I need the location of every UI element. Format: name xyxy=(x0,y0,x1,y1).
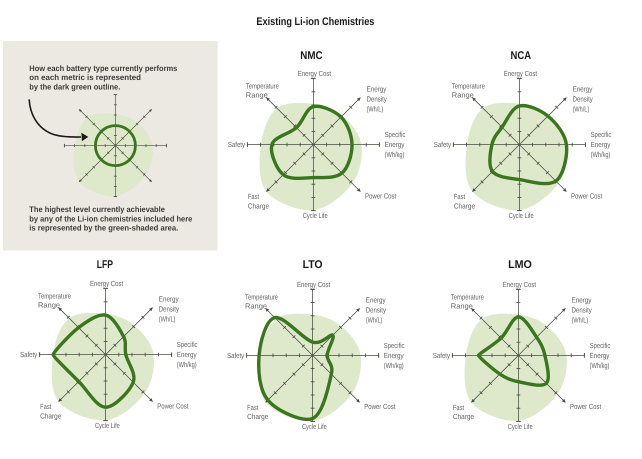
svg-text:Safety: Safety xyxy=(434,140,451,149)
svg-text:(Wh/L): (Wh/L) xyxy=(573,105,590,114)
svg-text:Density: Density xyxy=(572,305,592,314)
svg-text:by the dark green outline.: by the dark green outline. xyxy=(29,82,120,91)
svg-text:Temperature: Temperature xyxy=(451,292,484,301)
svg-text:Energy: Energy xyxy=(590,351,610,360)
svg-text:Density: Density xyxy=(367,95,387,104)
svg-text:is represented by the green-sh: is represented by the green-shaded area. xyxy=(29,224,178,233)
svg-text:Energy Cost: Energy Cost xyxy=(298,69,331,78)
svg-text:NCA: NCA xyxy=(511,50,532,62)
svg-text:Energy Cost: Energy Cost xyxy=(90,279,123,288)
svg-text:Energy: Energy xyxy=(367,85,387,94)
svg-text:Safety: Safety xyxy=(20,350,37,359)
svg-text:Power Cost: Power Cost xyxy=(570,402,601,411)
svg-text:Charge: Charge xyxy=(40,411,61,420)
svg-text:Charge: Charge xyxy=(454,201,475,210)
svg-text:Range: Range xyxy=(452,91,474,100)
svg-text:Safety: Safety xyxy=(228,140,245,149)
svg-text:Energy Cost: Energy Cost xyxy=(297,280,330,289)
svg-text:Safety: Safety xyxy=(227,351,244,360)
svg-text:LMO: LMO xyxy=(508,259,532,271)
svg-text:Charge: Charge xyxy=(453,412,474,421)
svg-text:Charge: Charge xyxy=(247,412,268,421)
svg-text:Power Cost: Power Cost xyxy=(365,191,396,200)
svg-text:Energy: Energy xyxy=(573,85,593,94)
svg-text:LFP: LFP xyxy=(97,259,114,271)
svg-text:Power Cost: Power Cost xyxy=(571,191,602,200)
svg-text:Density: Density xyxy=(573,95,593,104)
svg-text:on each metric is represented: on each metric is represented xyxy=(29,73,141,82)
svg-text:Safety: Safety xyxy=(433,351,450,360)
svg-text:Cycle Life: Cycle Life xyxy=(302,422,327,431)
svg-text:Cycle Life: Cycle Life xyxy=(95,421,120,430)
svg-text:LTO: LTO xyxy=(303,259,323,271)
svg-text:Range: Range xyxy=(245,301,267,310)
svg-text:Charge: Charge xyxy=(248,201,269,210)
svg-text:by any of the Li-ion chemistri: by any of the Li-ion chemistries include… xyxy=(29,214,193,223)
svg-text:Range: Range xyxy=(451,301,473,310)
svg-text:(Wh/L): (Wh/L) xyxy=(366,315,383,324)
svg-text:(Wh/kg): (Wh/kg) xyxy=(384,361,404,370)
svg-text:Power Cost: Power Cost xyxy=(364,402,395,411)
svg-text:(Wh/kg): (Wh/kg) xyxy=(591,150,611,159)
svg-text:Cycle Life: Cycle Life xyxy=(508,422,533,431)
svg-text:Energy: Energy xyxy=(572,295,592,304)
svg-text:Range: Range xyxy=(38,301,60,310)
svg-text:(Wh/kg): (Wh/kg) xyxy=(177,360,197,369)
svg-text:(Wh/L): (Wh/L) xyxy=(572,315,589,324)
svg-text:(Wh/kg): (Wh/kg) xyxy=(590,361,610,370)
svg-text:Energy: Energy xyxy=(384,351,404,360)
svg-text:Temperature: Temperature xyxy=(246,82,279,91)
svg-text:Specific: Specific xyxy=(591,130,612,139)
svg-text:Specific: Specific xyxy=(384,341,405,350)
svg-text:Specific: Specific xyxy=(177,340,198,349)
svg-text:Specific: Specific xyxy=(385,130,406,139)
svg-text:Fast: Fast xyxy=(454,192,465,201)
svg-text:Energy: Energy xyxy=(366,295,386,304)
svg-text:Energy Cost: Energy Cost xyxy=(503,280,536,289)
svg-text:Energy: Energy xyxy=(177,350,197,359)
svg-text:Fast: Fast xyxy=(248,192,259,201)
svg-text:(Wh/L): (Wh/L) xyxy=(367,105,384,114)
svg-text:Fast: Fast xyxy=(453,403,464,412)
svg-text:Fast: Fast xyxy=(40,402,51,411)
svg-text:Power Cost: Power Cost xyxy=(157,401,188,410)
svg-text:Temperature: Temperature xyxy=(452,82,485,91)
svg-text:Energy Cost: Energy Cost xyxy=(504,69,537,78)
svg-text:Specific: Specific xyxy=(590,341,611,350)
svg-text:Existing Li-ion Chemistries: Existing Li-ion Chemistries xyxy=(256,16,374,28)
svg-text:Energy: Energy xyxy=(159,295,179,304)
svg-text:Density: Density xyxy=(159,305,179,314)
svg-text:NMC: NMC xyxy=(300,50,322,62)
svg-text:Temperature: Temperature xyxy=(38,292,71,301)
svg-text:Energy: Energy xyxy=(591,140,611,149)
svg-text:Range: Range xyxy=(246,91,268,100)
svg-text:Cycle Life: Cycle Life xyxy=(303,211,328,220)
svg-text:(Wh/L): (Wh/L) xyxy=(159,315,176,324)
svg-text:Cycle Life: Cycle Life xyxy=(509,211,534,220)
svg-text:(Wh/kg): (Wh/kg) xyxy=(385,150,405,159)
svg-text:Temperature: Temperature xyxy=(245,292,278,301)
svg-text:How each battery type currentl: How each battery type currently performs xyxy=(29,64,178,73)
svg-text:Density: Density xyxy=(366,305,386,314)
svg-text:The highest level currently ac: The highest level currently achievable xyxy=(29,205,165,214)
svg-text:Energy: Energy xyxy=(385,140,405,149)
svg-text:Fast: Fast xyxy=(247,403,258,412)
